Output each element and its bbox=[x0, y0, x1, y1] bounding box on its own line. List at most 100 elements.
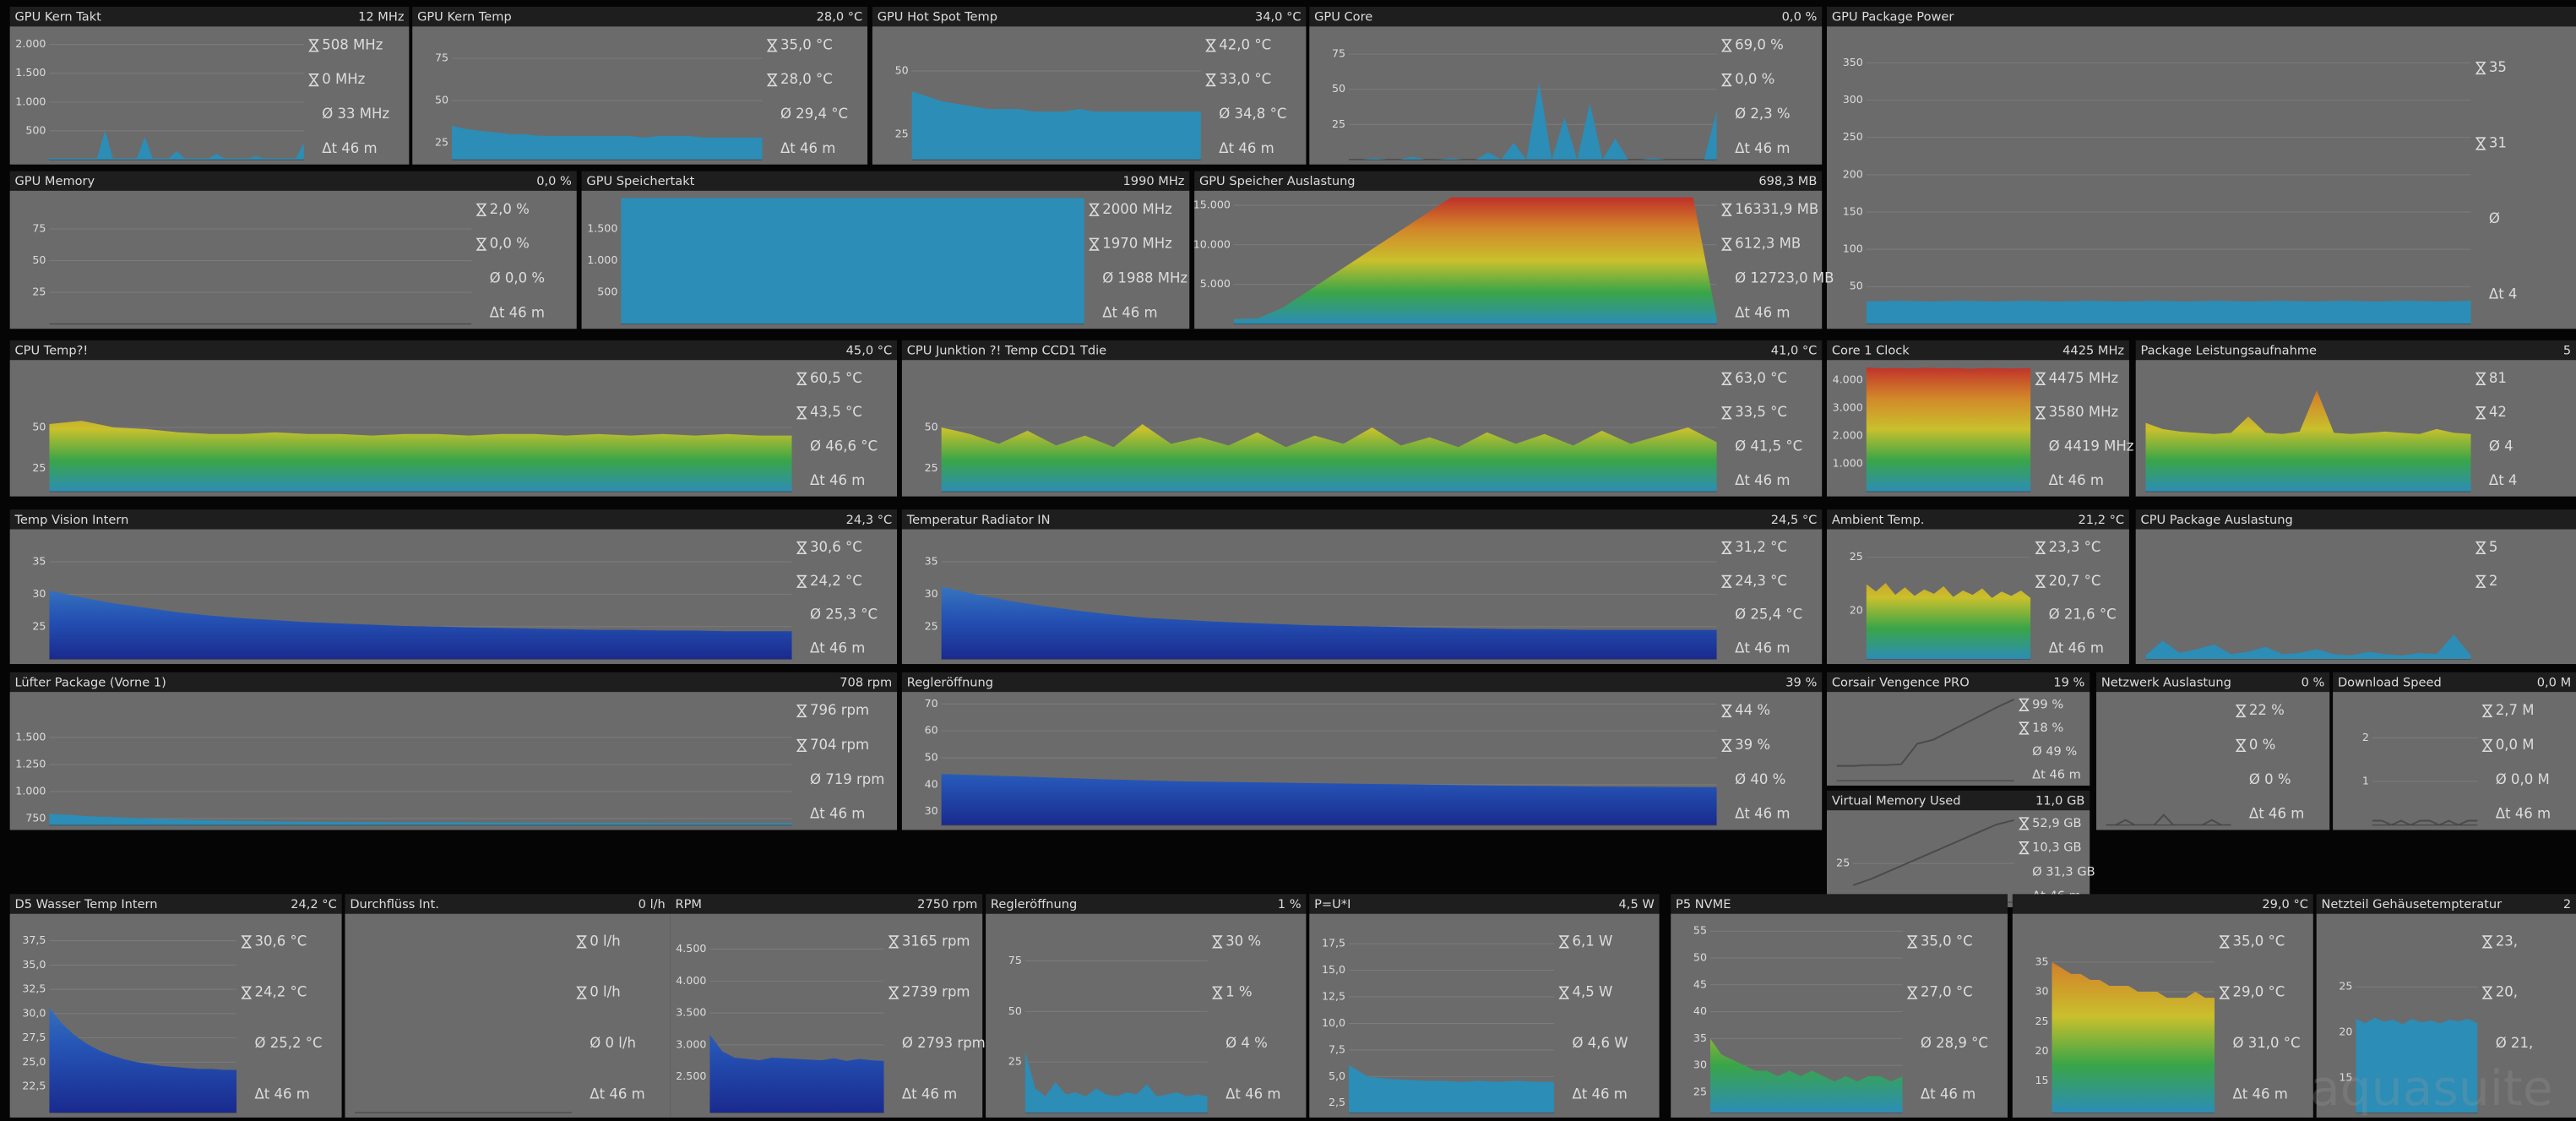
y-tick-label: 200 bbox=[1843, 167, 1863, 180]
y-tick-label: 50 bbox=[925, 420, 938, 433]
stat-span: Δt 46 m bbox=[2032, 768, 2081, 782]
watermark: aquasuite bbox=[2310, 1059, 2553, 1117]
panel-current: 45,0 °C bbox=[846, 343, 893, 357]
stat-icon bbox=[1089, 203, 1100, 216]
stat-max: 81 bbox=[2489, 370, 2507, 386]
stat-avg: Ø 1988 MHz bbox=[1102, 270, 1187, 286]
stat-max: 35,0 °C bbox=[1921, 933, 1973, 949]
panel-current: 4,5 W bbox=[1619, 897, 1655, 911]
y-tick-label: 27,5 bbox=[22, 1031, 46, 1043]
stat-avg: Ø 4,6 W bbox=[1573, 1035, 1628, 1051]
y-tick-label: 15 bbox=[2035, 1074, 2049, 1086]
stat-min: 31 bbox=[2489, 135, 2507, 151]
y-tick-label: 750 bbox=[25, 811, 46, 824]
y-tick-label: 500 bbox=[25, 123, 46, 136]
stat-icon bbox=[2035, 406, 2046, 420]
panel-header bbox=[2135, 340, 2576, 361]
y-tick-label: 30 bbox=[925, 587, 938, 600]
stat-icon bbox=[1720, 39, 1732, 52]
series-area bbox=[2356, 1017, 2478, 1113]
y-tick-label: 3.500 bbox=[676, 1006, 706, 1019]
stat-span: Δt 46 m bbox=[1102, 304, 1157, 320]
stat-min: 24,2 °C bbox=[254, 984, 307, 1000]
series-area bbox=[49, 130, 304, 160]
stat-span: Δt 4 bbox=[2489, 286, 2518, 302]
panel-title: GPU Memory bbox=[15, 174, 95, 188]
panel-body bbox=[986, 913, 1307, 1118]
stat-icon bbox=[1205, 39, 1216, 52]
y-tick-label: 35 bbox=[2035, 955, 2049, 967]
series-area bbox=[1348, 82, 1717, 160]
y-tick-label: 4.000 bbox=[1833, 373, 1863, 385]
panel-current: 1990 MHz bbox=[1123, 174, 1185, 188]
stat-icon bbox=[2481, 935, 2493, 949]
panel: GPU Core 0,0 % 25 50 75 69,0 % 0,0 % Ø 2,3 % Δt … bbox=[1309, 6, 1823, 165]
y-tick-label: 100 bbox=[1843, 242, 1863, 255]
panel-header bbox=[901, 340, 1823, 361]
panel-header bbox=[345, 894, 671, 914]
stat-max: 44 % bbox=[1735, 702, 1770, 718]
panel-title: Virtual Memory Used bbox=[1832, 793, 1961, 808]
stat-max: 30,6 °C bbox=[810, 539, 862, 555]
stat-icon bbox=[796, 704, 807, 718]
stat-min: 0,0 % bbox=[490, 236, 530, 252]
y-tick-label: 20 bbox=[1850, 604, 1863, 617]
stat-icon bbox=[2475, 372, 2486, 385]
y-tick-label: 30 bbox=[1693, 1058, 1707, 1071]
stat-icon bbox=[2019, 841, 2030, 855]
stat-span: Δt 46 m bbox=[1573, 1086, 1628, 1102]
y-tick-label: 75 bbox=[32, 222, 46, 235]
stat-max: 3165 rpm bbox=[902, 933, 970, 949]
panel: GPU Memory 0,0 % 25 50 75 2,0 % 0,0 % Ø 0,0 % Δt… bbox=[9, 171, 577, 329]
stat-icon bbox=[308, 39, 319, 52]
stat-icon bbox=[1211, 986, 1223, 999]
stat-max: 42,0 °C bbox=[1219, 36, 1271, 52]
panel-current: 24,3 °C bbox=[846, 513, 893, 527]
stat-icon bbox=[2019, 721, 2030, 735]
panel-title: Core 1 Clock bbox=[1832, 343, 1910, 357]
panel-title: P=U*I bbox=[1314, 897, 1350, 911]
stat-avg: Ø 719 rpm bbox=[810, 771, 884, 787]
y-tick-label: 55 bbox=[1693, 924, 1707, 937]
stat-icon bbox=[2235, 738, 2247, 753]
panel-current: 21,2 °C bbox=[2079, 513, 2125, 527]
stat-span: Δt 46 m bbox=[1226, 1086, 1280, 1102]
panel-header bbox=[2316, 894, 2576, 914]
y-tick-label: 5,0 bbox=[1329, 1069, 1345, 1082]
stat-icon bbox=[1720, 574, 1732, 588]
stat-icon bbox=[241, 935, 253, 949]
stat-icon bbox=[888, 935, 899, 949]
panel: CPU Junktion ?! Temp CCD1 Tdie 41,0 °C 25 5… bbox=[901, 340, 1823, 497]
stat-min: 27,0 °C bbox=[1921, 984, 1973, 1000]
series-area bbox=[1348, 1064, 1555, 1113]
stat-min: 0 l/h bbox=[590, 984, 620, 1000]
stat-icon bbox=[241, 986, 253, 999]
stat-max: 16331,9 MB bbox=[1735, 201, 1818, 217]
y-tick-label: 25 bbox=[1836, 857, 1850, 869]
panel-title: Corsair Vengence PRO bbox=[1832, 675, 1970, 689]
stat-min: 0,0 M bbox=[2496, 737, 2535, 753]
stat-span: Δt 46 m bbox=[1921, 1086, 1975, 1102]
stat-min: 2739 rpm bbox=[902, 984, 970, 1000]
y-tick-label: 15.000 bbox=[1193, 198, 1231, 210]
series-area bbox=[1866, 301, 2471, 324]
y-tick-label: 25 bbox=[1332, 117, 1345, 130]
panel-header bbox=[581, 171, 1190, 191]
panel: D5 Wasser Temp Intern 24,2 °C 22,5 25,0 27,5… bbox=[9, 894, 342, 1118]
stat-avg: Ø 21, bbox=[2496, 1035, 2534, 1051]
panel-title: CPU Temp?! bbox=[15, 343, 89, 357]
series-area bbox=[941, 424, 1717, 492]
series-area bbox=[1866, 367, 2031, 492]
panel-header bbox=[9, 171, 577, 191]
series-area bbox=[49, 1007, 237, 1113]
stat-avg: Ø 4 bbox=[2489, 438, 2514, 454]
panel: Netzteil Gehäusetempteratur 2 15 20 25 23, 20,… bbox=[2316, 894, 2576, 1118]
panel: Temp Vision Intern 24,3 °C 25 30 35 30,6 °C 24… bbox=[9, 509, 898, 665]
y-tick-label: 25 bbox=[435, 135, 448, 148]
y-tick-label: 70 bbox=[925, 697, 938, 710]
stat-avg: Ø 25,3 °C bbox=[810, 607, 878, 623]
stat-avg: Ø 0,0 M bbox=[2496, 771, 2550, 787]
series-area bbox=[941, 774, 1717, 825]
y-tick-label: 7,5 bbox=[1329, 1042, 1345, 1055]
panel-title: P5 NVME bbox=[1676, 897, 1731, 911]
